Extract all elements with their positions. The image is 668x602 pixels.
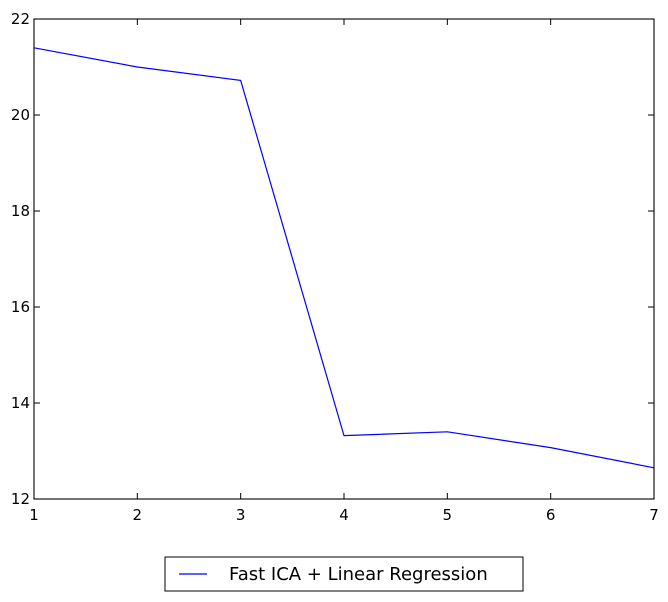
plot-layer xyxy=(33,47,655,469)
x-tick-label-2: 2 xyxy=(133,506,143,524)
x-tick-label-5: 5 xyxy=(443,506,453,524)
y-tick-label-16: 16 xyxy=(11,298,30,316)
y-tick-label-12: 12 xyxy=(11,490,30,508)
x-tick-label-4: 4 xyxy=(339,506,349,524)
legend-label-0: Fast ICA + Linear Regression xyxy=(229,564,488,585)
x-tick-label-7: 7 xyxy=(649,506,659,524)
axes-frame xyxy=(33,18,655,500)
x-tick-label-6: 6 xyxy=(546,506,556,524)
legend-box xyxy=(164,556,524,592)
y-tick-label-18: 18 xyxy=(11,202,30,220)
y-tick-label-22: 22 xyxy=(11,10,30,28)
x-tick-label-3: 3 xyxy=(236,506,246,524)
x-tick-label-1: 1 xyxy=(29,506,39,524)
legend: Fast ICA + Linear Regression xyxy=(164,556,524,592)
y-tick-label-20: 20 xyxy=(11,106,30,124)
y-tick-label-14: 14 xyxy=(11,394,30,412)
series-line-0 xyxy=(33,47,655,469)
